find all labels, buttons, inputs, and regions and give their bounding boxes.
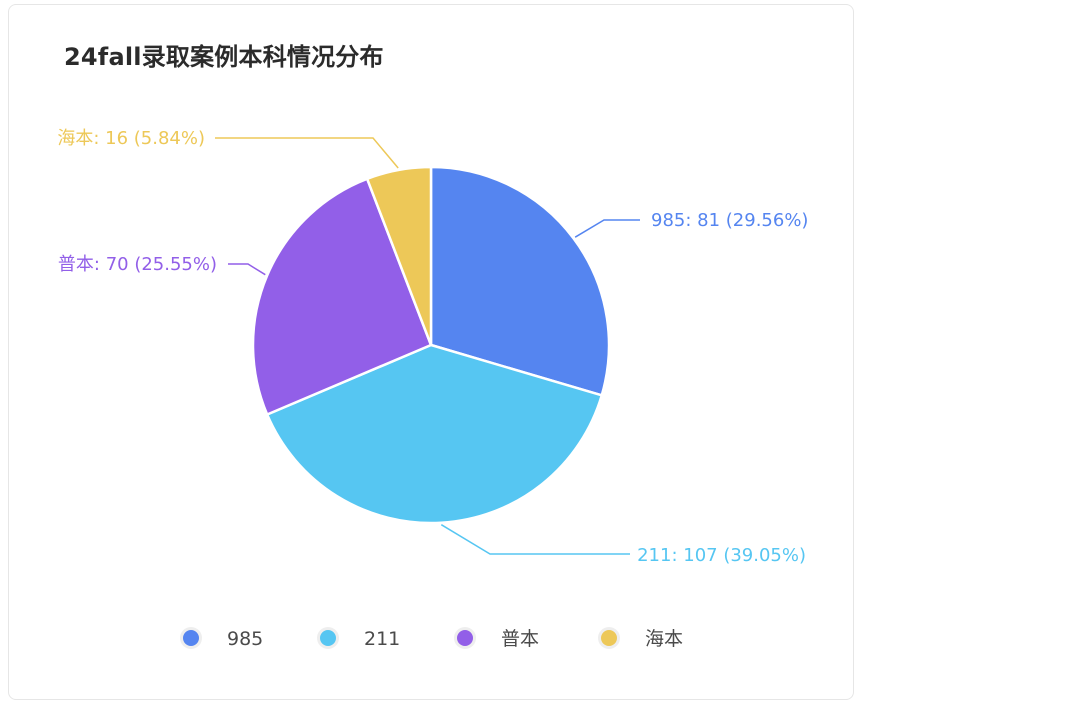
legend-item-3[interactable]: 海本	[598, 627, 683, 650]
slice-label-1: 211: 107 (39.05%)	[637, 545, 806, 566]
leader-line-1	[440, 524, 630, 555]
chart-title: 24fall录取案例本科情况分布	[64, 43, 384, 71]
pie-slice-1[interactable]	[265, 343, 603, 525]
slice-label-0: 985: 81 (29.56%)	[651, 210, 808, 231]
legend-item-0[interactable]: 985	[180, 627, 263, 650]
legend-item-1[interactable]: 211	[317, 627, 400, 650]
pie-slice-2[interactable]	[251, 177, 433, 416]
leader-line-0	[574, 219, 640, 238]
legend-marker-0	[183, 630, 199, 646]
legend-item-2[interactable]: 普本	[454, 627, 539, 650]
legend-label-3: 海本	[645, 628, 683, 650]
legend-label-0: 985	[227, 628, 263, 650]
legend-marker-1	[320, 630, 336, 646]
pie-slice-0[interactable]	[429, 165, 611, 397]
legend-marker-3	[601, 630, 617, 646]
leader-line-2	[228, 263, 266, 276]
legend-label-1: 211	[364, 628, 400, 650]
pie-slice-3[interactable]	[365, 165, 433, 347]
slice-label-2: 普本: 70 (25.55%)	[58, 254, 217, 275]
legend-label-2: 普本	[501, 628, 539, 650]
slice-label-3: 海本: 16 (5.84%)	[57, 128, 205, 149]
legend-marker-2	[457, 630, 473, 646]
leader-line-3	[215, 137, 399, 169]
